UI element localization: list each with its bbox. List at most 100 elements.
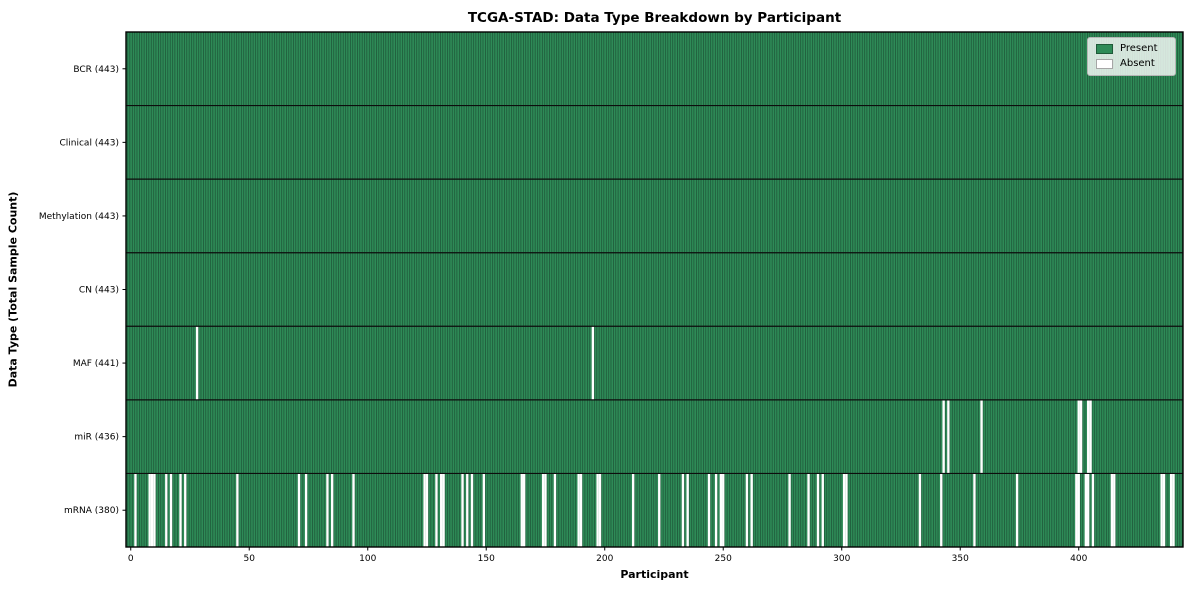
absent-stripe <box>1079 399 1083 474</box>
absent-stripe <box>1172 473 1175 547</box>
absent-stripe <box>1169 473 1173 547</box>
absent-stripe <box>423 473 426 547</box>
absent-stripe <box>236 473 239 547</box>
absent-stripe <box>297 473 301 547</box>
absent-stripe <box>148 473 151 547</box>
x-tick-label: 50 <box>244 554 256 564</box>
x-tick-label: 150 <box>478 554 495 564</box>
absent-stripe <box>184 473 187 547</box>
heatmap-row <box>126 179 1183 253</box>
absent-stripe <box>326 473 329 547</box>
absent-stripe <box>522 473 526 547</box>
absent-stripe <box>631 473 635 547</box>
absent-stripe <box>842 473 846 547</box>
absent-stripe <box>973 473 976 547</box>
absent-stripe <box>442 473 445 547</box>
heatmap-row <box>126 399 1183 474</box>
x-tick-label: 300 <box>833 554 850 564</box>
absent-stripe <box>331 473 334 547</box>
absent-stripe <box>807 473 810 547</box>
absent-stripe <box>942 399 945 474</box>
y-tick-label: BCR (443) <box>73 65 119 75</box>
absent-stripe <box>577 473 580 547</box>
absent-stripe <box>947 399 950 474</box>
x-axis-label: Participant <box>620 568 689 581</box>
legend: Present Absent <box>1087 37 1176 76</box>
absent-stripe <box>150 473 154 547</box>
y-tick-label: Clinical (443) <box>59 138 119 148</box>
x-tick-label: 400 <box>1070 554 1087 564</box>
absent-stripe <box>352 473 355 547</box>
legend-label: Present <box>1120 43 1158 54</box>
absent-stripe <box>591 326 595 400</box>
y-tick-label: Methylation (443) <box>39 212 119 222</box>
legend-swatch-present <box>1096 44 1113 54</box>
absent-stripe <box>980 399 983 474</box>
plot-border <box>125 31 1184 548</box>
absent-stripe <box>541 473 545 547</box>
heatmap-row <box>126 326 1183 400</box>
absent-stripe <box>596 473 599 547</box>
legend-label: Absent <box>1120 58 1155 69</box>
absent-stripe <box>719 473 723 547</box>
absent-stripe <box>544 473 547 547</box>
absent-stripe <box>1162 473 1166 547</box>
x-tick-label: 350 <box>952 554 969 564</box>
x-tick-label: 0 <box>128 554 134 564</box>
absent-stripe <box>579 473 583 547</box>
absent-stripe <box>553 473 557 547</box>
heatmap-row <box>126 473 1183 547</box>
absent-stripe <box>179 473 182 547</box>
absent-stripe <box>598 473 602 547</box>
absent-stripe <box>918 473 922 547</box>
absent-stripe <box>750 473 753 547</box>
absent-stripe <box>1113 473 1116 547</box>
absent-stripe <box>1110 473 1114 547</box>
absent-stripe <box>425 473 429 547</box>
y-tick-label: miR (436) <box>74 433 119 443</box>
absent-stripe <box>440 473 443 547</box>
absent-stripe <box>165 473 168 547</box>
y-tick-label: mRNA (380) <box>64 506 119 516</box>
absent-stripe <box>435 473 438 547</box>
absent-stripe <box>714 473 718 547</box>
absent-stripe <box>169 473 173 547</box>
absent-stripe <box>482 473 486 547</box>
absent-stripe <box>1077 473 1080 547</box>
absent-stripe <box>745 473 749 547</box>
absent-stripe <box>1075 473 1078 547</box>
absent-stripe <box>1015 473 1019 547</box>
absent-stripe <box>1087 473 1090 547</box>
x-tick-label: 250 <box>715 554 732 564</box>
x-tick-label: 200 <box>596 554 613 564</box>
legend-entry-present: Present <box>1096 44 1167 54</box>
absent-stripe <box>153 473 156 547</box>
x-tick-label: 100 <box>359 554 376 564</box>
heatmap-row <box>126 32 1183 106</box>
absent-stripe <box>461 473 464 547</box>
absent-stripe <box>681 473 685 547</box>
absent-stripe <box>1084 473 1088 547</box>
absent-stripe <box>940 473 943 547</box>
absent-stripe <box>816 473 820 547</box>
absent-stripe <box>195 326 199 400</box>
absent-stripe <box>1089 399 1092 474</box>
absent-stripe <box>1091 473 1095 547</box>
absent-stripe <box>466 473 469 547</box>
absent-stripe <box>520 473 523 547</box>
absent-stripe <box>470 473 474 547</box>
absent-stripe <box>134 473 137 547</box>
legend-entry-absent: Absent <box>1096 59 1167 69</box>
chart-title: TCGA-STAD: Data Type Breakdown by Partic… <box>467 10 842 26</box>
absent-stripe <box>821 473 824 547</box>
absent-stripe <box>707 473 711 547</box>
heatmap-row <box>126 252 1183 327</box>
y-tick-label: CN (443) <box>79 286 119 296</box>
absent-stripe <box>788 473 791 547</box>
legend-swatch-absent <box>1096 59 1113 69</box>
absent-stripe <box>845 473 848 547</box>
absent-stripe <box>686 473 689 547</box>
absent-stripe <box>304 473 308 547</box>
